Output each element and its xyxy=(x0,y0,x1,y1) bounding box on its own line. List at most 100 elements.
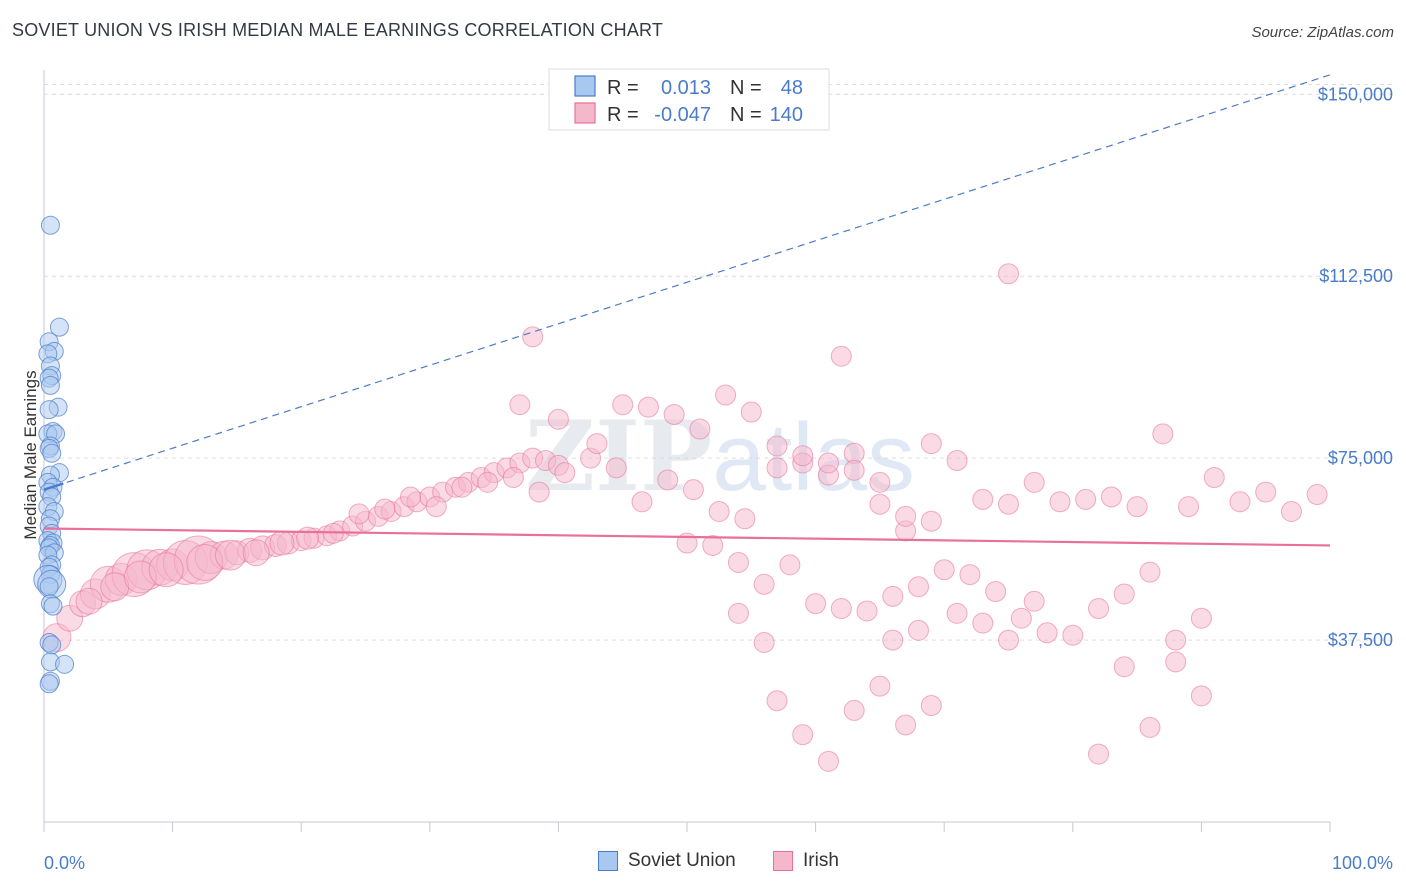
y-tick-label: $37,500 xyxy=(1328,630,1393,650)
watermark-atlas: atlas xyxy=(712,404,915,511)
irish-point xyxy=(586,433,608,455)
soviet-trend-line-solid xyxy=(43,482,64,491)
irish-point xyxy=(830,345,852,367)
soviet-point xyxy=(39,674,59,694)
irish-point xyxy=(528,481,550,503)
x-tick-label-start: 0.0% xyxy=(44,853,85,873)
legend: R = 0.013 N = 48 R = -0.047 N = 140 xyxy=(548,68,830,131)
irish-point xyxy=(869,493,891,515)
irish-point xyxy=(554,462,576,484)
irish-point xyxy=(1139,561,1161,583)
irish-point xyxy=(374,498,396,520)
irish-point xyxy=(1255,481,1277,503)
irish-point xyxy=(400,486,422,508)
bottom-legend-label-soviet: Soviet Union xyxy=(628,850,736,871)
irish-point xyxy=(348,503,370,525)
irish-point xyxy=(946,602,968,624)
legend-n-label-soviet: N = xyxy=(730,77,762,99)
irish-point xyxy=(1023,471,1045,493)
irish-point xyxy=(895,505,917,527)
irish-trend-line xyxy=(43,527,1331,547)
bottom-legend-label-irish: Irish xyxy=(803,850,839,871)
irish-point xyxy=(779,554,801,576)
soviet-points xyxy=(33,215,75,694)
irish-point xyxy=(242,539,270,567)
irish-point xyxy=(1152,423,1174,445)
irish-point xyxy=(734,508,756,530)
legend-swatch-soviet xyxy=(574,75,596,97)
y-tick-label: $112,500 xyxy=(1319,266,1393,286)
irish-point xyxy=(1178,496,1200,518)
legend-swatch-irish xyxy=(574,102,596,124)
y-tick-label: $150,000 xyxy=(1318,84,1393,104)
irish-point xyxy=(805,593,827,615)
chart-title: SOVIET UNION VS IRISH MEDIAN MALE EARNIN… xyxy=(12,20,664,40)
irish-point xyxy=(1165,629,1187,651)
irish-point xyxy=(1100,486,1122,508)
irish-point xyxy=(296,526,320,550)
irish-point xyxy=(869,675,891,697)
irish-point xyxy=(792,445,814,467)
source-label: Source: ZipAtlas.com xyxy=(1251,24,1394,41)
irish-point xyxy=(1062,624,1084,646)
tick-labels: $37,500 $75,000 $112,500 $150,000 0.0% 100.0% xyxy=(44,84,1393,873)
irish-point xyxy=(895,714,917,736)
irish-point xyxy=(663,403,685,425)
irish-point xyxy=(547,408,569,430)
irish-point xyxy=(1036,622,1058,644)
y-axis-label: Median Male Earnings xyxy=(21,370,40,539)
irish-point xyxy=(1113,583,1135,605)
irish-point xyxy=(1165,651,1187,673)
soviet-point xyxy=(39,400,59,420)
irish-point xyxy=(502,467,524,489)
irish-point xyxy=(972,488,994,510)
irish-point xyxy=(727,602,749,624)
irish-point xyxy=(740,401,762,423)
irish-point xyxy=(920,695,942,717)
irish-point xyxy=(1113,656,1135,678)
irish-point xyxy=(1306,484,1328,506)
irish-point xyxy=(1010,607,1032,629)
irish-point xyxy=(959,564,981,586)
irish-point xyxy=(817,750,839,772)
bottom-legend-swatch-soviet xyxy=(598,851,618,871)
irish-point xyxy=(998,263,1019,285)
irish-point xyxy=(657,469,679,491)
irish-point xyxy=(920,510,942,532)
irish-point xyxy=(843,459,865,481)
soviet-trend-line xyxy=(43,74,1331,491)
irish-point xyxy=(75,587,103,615)
irish-point xyxy=(792,724,814,746)
irish-point xyxy=(1075,488,1097,510)
irish-point xyxy=(269,530,295,556)
irish-point xyxy=(985,581,1007,603)
soviet-point xyxy=(42,443,62,463)
irish-point xyxy=(882,585,904,607)
irish-point xyxy=(509,394,531,416)
soviet-point xyxy=(42,635,62,655)
irish-point xyxy=(753,631,775,653)
legend-r-label-irish: R = xyxy=(607,104,639,126)
irish-point xyxy=(148,552,184,588)
irish-point xyxy=(1203,467,1225,489)
irish-point xyxy=(631,491,653,513)
irish-point xyxy=(907,619,929,641)
irish-point xyxy=(946,450,968,472)
legend-n-value-irish: 140 xyxy=(770,104,803,126)
irish-point xyxy=(1280,500,1302,522)
irish-point xyxy=(682,479,704,501)
irish-point xyxy=(869,471,891,493)
soviet-point xyxy=(40,375,60,395)
x-tick-label-end: 100.0% xyxy=(1332,853,1393,873)
irish-point xyxy=(817,452,839,474)
legend-frame xyxy=(548,68,830,131)
trend-lines xyxy=(43,74,1331,547)
legend-r-label-soviet: R = xyxy=(607,77,639,99)
irish-point xyxy=(843,699,865,721)
irish-point xyxy=(753,573,775,595)
irish-point xyxy=(972,612,994,634)
irish-point xyxy=(1049,491,1071,513)
irish-point xyxy=(702,534,724,556)
irish-point xyxy=(605,457,627,479)
